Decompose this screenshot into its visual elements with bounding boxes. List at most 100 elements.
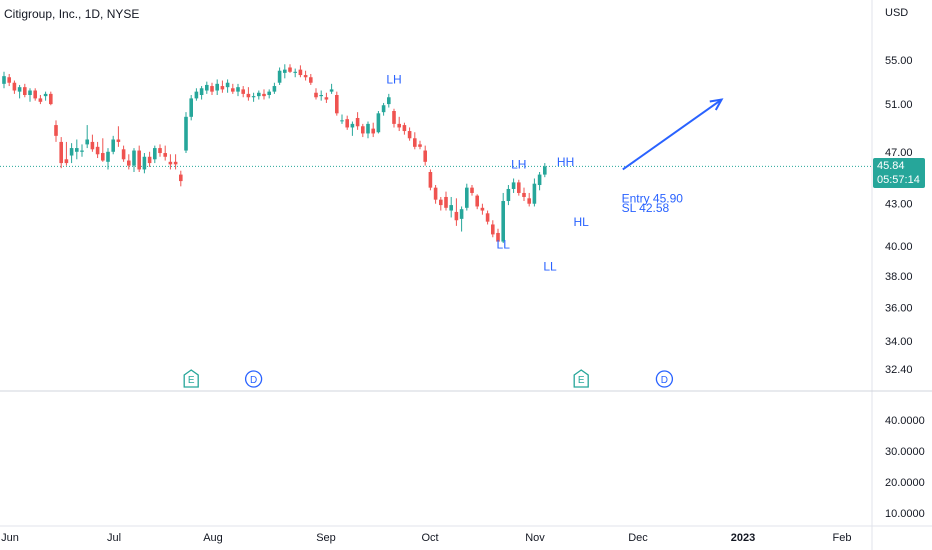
candle-body [225,82,230,88]
candle-body [179,174,183,182]
candle-body [340,120,344,122]
candle-body [537,174,542,186]
pattern-label: HH [557,155,574,169]
candle-body [69,148,74,156]
candle-body [506,188,511,202]
candle-body [111,139,115,152]
candle-body [496,232,500,242]
candle-body [543,166,547,175]
candle-body [54,125,58,136]
candle-body [491,224,495,235]
candle-body [402,125,407,132]
candle-body [116,139,121,142]
candle-body [407,131,412,139]
candle-body [501,201,505,242]
sub-pane-tick-label: 30.0000 [885,446,925,458]
candle-body [127,160,131,166]
event-marker-label: E [188,375,195,386]
price-tick-label: 51.00 [885,99,913,111]
last-price-badge: 45.84 05:57:14 [873,158,925,188]
candle-body [459,209,464,219]
candle-body [345,119,349,128]
sub-pane-tick-label: 10.0000 [885,508,925,520]
candle-body [511,182,516,189]
candle-body [90,141,95,150]
candle-body [361,126,365,134]
candle-body [194,91,199,99]
pattern-label: LL [543,259,557,273]
candle-body [413,138,417,147]
candle-body [173,161,178,165]
dividend-marker [244,370,263,388]
pattern-label: HL [574,215,590,229]
sub-pane-tick-label: 20.0000 [885,477,925,489]
candle-body [303,75,308,78]
earnings-marker [183,369,199,388]
candle-body [153,148,157,160]
candle-body [465,187,469,208]
price-tick-label: 40.00 [885,241,913,253]
candle-body [205,84,209,91]
candle-body [314,92,318,98]
candle-body [324,97,329,100]
candle-body [59,141,63,164]
candle-body [522,192,526,197]
candle-body [376,113,381,133]
candle-body [355,117,360,127]
trade-note: SL 42.58 [622,201,670,215]
candle-body [454,211,459,221]
price-tick-label: 47.00 [885,147,913,159]
candle-body [75,148,79,152]
earnings-marker [573,369,589,388]
candle-body [423,150,427,162]
candle-body [246,93,251,98]
candle-body [241,89,245,94]
candle-body [329,89,334,92]
price-tick-label: 38.00 [885,271,913,283]
trade-note: Entry 45.90 [622,191,684,205]
candle-body [283,69,287,73]
candle-body [132,150,136,166]
candle-body [309,77,313,83]
candle-body [28,90,32,96]
candle-body [231,88,235,92]
candle-body [23,87,27,96]
event-marker-label: D [250,375,257,386]
price-tick-label: 32.40 [885,364,913,376]
candle-body [527,198,531,204]
event-marker-label: D [661,375,668,386]
candle-body [64,159,69,164]
candle-body [335,95,339,114]
time-tick-label: 2023 [731,532,755,544]
candle-body [381,105,386,113]
target-arrow [622,98,723,171]
candle-body [12,82,17,91]
candle-body [158,148,162,154]
candle-body [2,76,6,84]
candle-body [251,96,256,98]
candle-body [210,86,214,92]
time-tick-label: Feb [833,532,852,544]
candle-body [17,87,22,92]
pattern-label: LH [386,72,401,86]
candle-body [49,93,53,105]
candle-body [418,144,422,147]
candle-body [189,98,193,117]
candle-body [480,207,485,211]
candle-body [33,90,37,99]
candle-body [215,83,219,91]
time-tick-label: Nov [525,532,545,544]
candle-body [257,92,261,97]
candle-body [350,123,355,128]
time-tick-label: Aug [203,532,223,544]
candle-body [236,87,240,92]
candle-body [147,156,152,164]
candle-body [517,182,521,193]
candle-body [387,97,391,105]
candle-body [137,150,141,170]
time-tick-label: Sep [316,532,336,544]
candle-body [470,187,474,193]
candle-body [220,86,225,90]
candle-body [288,67,292,72]
